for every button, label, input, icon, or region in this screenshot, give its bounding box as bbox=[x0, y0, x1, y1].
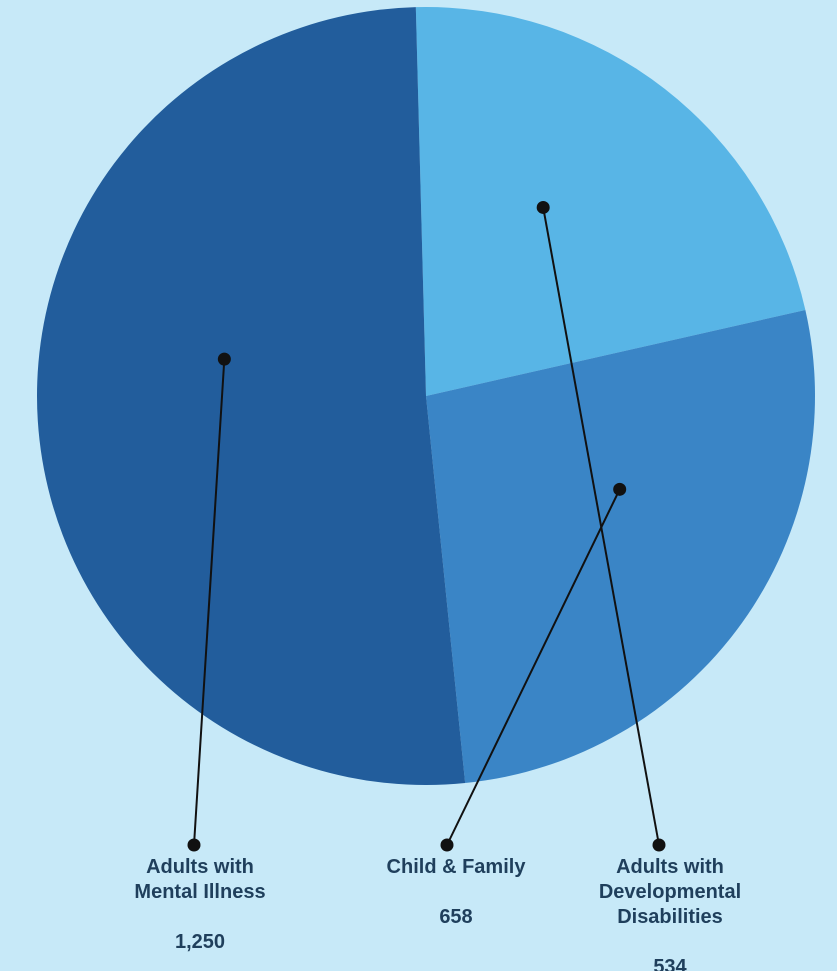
pie-slice-child-family bbox=[426, 309, 815, 784]
label-anchor-dot-adults-mental-illness bbox=[187, 838, 201, 852]
slice-label-value: 534 bbox=[653, 956, 687, 971]
label-anchor-dot-child-family bbox=[440, 838, 454, 852]
slice-label-value: 1,250 bbox=[174, 931, 226, 953]
slice-label-name: Child & Family bbox=[386, 856, 526, 878]
slice-label-name: Adults with Mental Illness bbox=[134, 856, 266, 903]
pie-slice-adults-mental-illness bbox=[36, 7, 466, 786]
label-anchor-dot-adults-developmental-disabilities bbox=[652, 838, 666, 852]
slice-anchor-dot-child-family bbox=[613, 482, 627, 496]
leader-line-adults-mental-illness bbox=[193, 359, 226, 846]
pie-slice-adults-developmental-disabilities bbox=[415, 7, 806, 397]
leader-line-child-family bbox=[446, 488, 621, 846]
leader-line-adults-developmental-disabilities bbox=[542, 207, 660, 846]
slice-label-value: 658 bbox=[439, 906, 473, 928]
slice-anchor-dot-adults-mental-illness bbox=[217, 352, 231, 366]
label-adults-developmental-disabilities: Adults with Developmental Disabilities 5… bbox=[560, 830, 780, 971]
slice-anchor-dot-adults-developmental-disabilities bbox=[536, 200, 550, 214]
label-adults-mental-illness: Adults with Mental Illness 1,250 bbox=[90, 830, 310, 971]
label-child-family: Child & Family 658 bbox=[346, 830, 566, 955]
slice-label-name: Adults with Developmental Disabilities bbox=[598, 856, 742, 928]
